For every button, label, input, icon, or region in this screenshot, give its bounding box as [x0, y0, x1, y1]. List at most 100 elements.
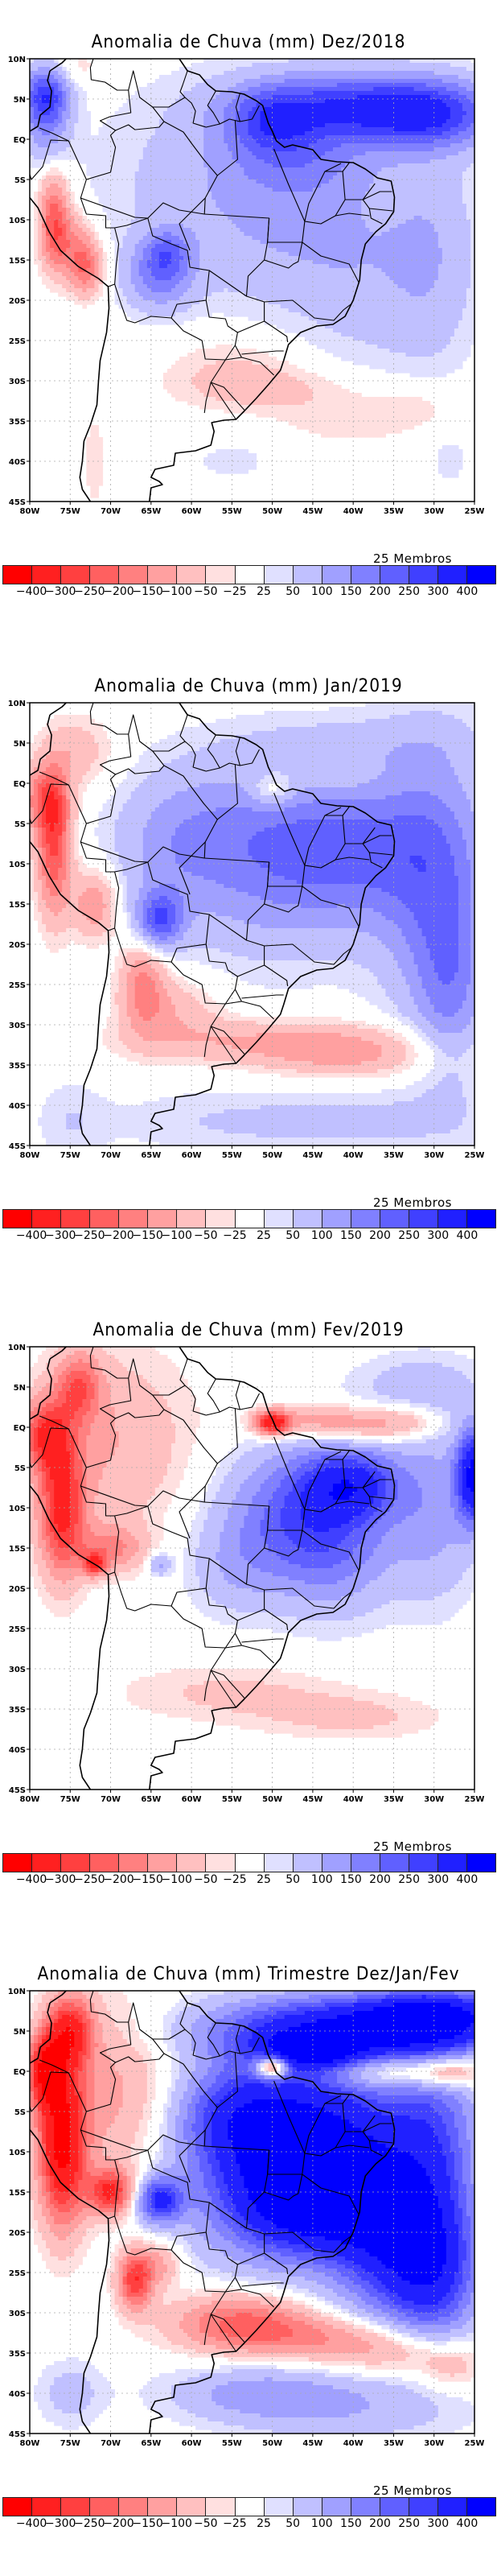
anomaly-cell	[166, 171, 172, 176]
anomaly-cell	[276, 204, 281, 208]
anomaly-cell	[207, 95, 212, 100]
anomaly-cell	[425, 75, 431, 80]
anomaly-cell	[462, 127, 467, 132]
anomaly-cell	[413, 59, 419, 64]
anomaly-cell	[236, 171, 240, 176]
anomaly-cell	[264, 71, 269, 76]
anomaly-cell	[437, 188, 443, 192]
anomaly-cell	[179, 200, 184, 204]
anomaly-cell	[86, 232, 91, 237]
anomaly-cell	[296, 228, 302, 233]
anomaly-cell	[389, 155, 394, 160]
anomaly-cell	[280, 87, 285, 92]
anomaly-cell	[110, 192, 116, 196]
anomaly-cell	[329, 171, 334, 176]
anomaly-cell	[425, 212, 431, 217]
anomaly-cell	[381, 59, 386, 64]
anomaly-cell	[361, 167, 366, 172]
anomaly-cell	[240, 236, 244, 241]
anomaly-cell	[357, 212, 362, 217]
anomaly-cell	[94, 167, 99, 172]
anomaly-cell	[203, 228, 208, 233]
anomaly-cell	[329, 232, 334, 237]
anomaly-cell	[150, 115, 156, 120]
anomaly-cell	[329, 159, 334, 164]
anomaly-cell	[349, 204, 354, 208]
anomaly-cell	[90, 180, 95, 184]
anomaly-cell	[268, 167, 273, 172]
anomaly-cell	[365, 248, 370, 253]
anomaly-cell	[252, 240, 257, 245]
anomaly-cell	[162, 184, 168, 188]
anomaly-cell	[329, 180, 334, 184]
anomaly-cell	[158, 188, 164, 192]
anomaly-cell	[82, 111, 87, 116]
anomaly-cell	[413, 175, 419, 180]
anomaly-cell	[62, 180, 67, 184]
anomaly-cell	[74, 135, 79, 140]
anomaly-cell	[466, 83, 471, 88]
anomaly-cell	[458, 252, 463, 257]
anomaly-cell	[106, 127, 112, 132]
anomaly-cell	[58, 175, 63, 180]
anomaly-cell	[212, 208, 216, 213]
anomaly-cell	[183, 147, 188, 152]
anomaly-cell	[138, 208, 144, 213]
anomaly-cell	[462, 200, 467, 204]
anomaly-cell	[203, 200, 208, 204]
anomaly-cell	[50, 240, 55, 245]
anomaly-cell	[462, 212, 467, 217]
anomaly-cell	[199, 244, 204, 249]
anomaly-cell	[228, 135, 232, 140]
anomaly-cell	[421, 163, 427, 168]
anomaly-cell	[466, 87, 471, 92]
anomaly-cell	[308, 143, 314, 148]
anomaly-cell	[312, 95, 318, 100]
anomaly-cell	[98, 184, 104, 188]
anomaly-cell	[296, 212, 302, 217]
anomaly-cell	[171, 175, 176, 180]
anomaly-cell	[122, 192, 128, 196]
anomaly-cell	[325, 192, 330, 196]
anomaly-cell	[260, 228, 265, 233]
anomaly-cell	[284, 212, 290, 217]
anomaly-cell	[321, 220, 326, 225]
anomaly-cell	[433, 115, 439, 120]
anomaly-cell	[252, 131, 257, 136]
anomaly-cell	[220, 111, 224, 116]
anomaly-cell	[345, 59, 350, 64]
anomaly-cell	[329, 163, 334, 168]
anomaly-cell	[325, 236, 330, 241]
anomaly-cell	[42, 244, 47, 249]
anomaly-cell	[437, 95, 443, 100]
anomaly-cell	[433, 103, 439, 108]
anomaly-cell	[296, 111, 302, 116]
anomaly-cell	[292, 224, 298, 229]
anomaly-cell	[74, 256, 79, 261]
anomaly-cell	[175, 107, 180, 112]
anomaly-cell	[450, 143, 455, 148]
anomaly-cell	[353, 139, 358, 144]
anomaly-cell	[260, 115, 265, 120]
anomaly-cell	[260, 212, 265, 217]
anomaly-cell	[58, 240, 63, 245]
anomaly-cell	[179, 167, 184, 172]
anomaly-cell	[296, 127, 302, 132]
anomaly-cell	[74, 131, 79, 136]
anomaly-cell	[280, 163, 285, 168]
anomaly-cell	[353, 59, 358, 64]
anomaly-cell	[50, 167, 55, 172]
anomaly-cell	[353, 192, 358, 196]
anomaly-cell	[421, 252, 427, 257]
anomaly-cell	[70, 236, 75, 241]
anomaly-cell	[268, 216, 273, 221]
anomaly-cell	[329, 192, 334, 196]
anomaly-cell	[110, 171, 116, 176]
anomaly-cell	[425, 159, 431, 164]
anomaly-cell	[361, 159, 366, 164]
anomaly-cell	[304, 248, 310, 253]
anomaly-cell	[46, 71, 51, 76]
anomaly-cell	[292, 83, 298, 88]
anomaly-cell	[325, 244, 330, 249]
anomaly-cell	[316, 184, 322, 188]
